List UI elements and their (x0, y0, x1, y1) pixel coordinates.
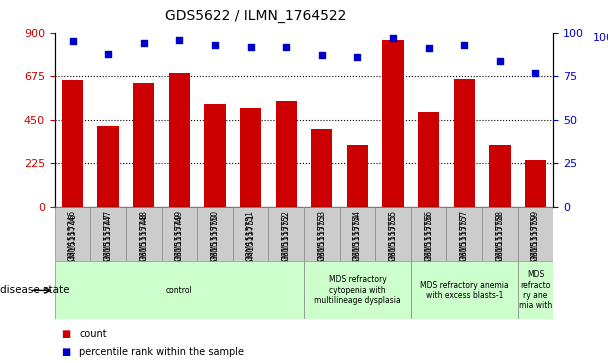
Bar (55, 207, 91, 261)
Point (103, 51, 113, 57)
Text: GSM1515756: GSM1515756 (424, 209, 433, 261)
Text: control: control (166, 286, 193, 295)
Bar (162, 207, 197, 261)
Bar (517, 261, 553, 319)
Text: MDS refractory
cytopenia with
multilineage dysplasia: MDS refractory cytopenia with multilinea… (314, 276, 401, 305)
Point (139, 40, 148, 46)
Point (174, 37, 184, 42)
Bar (446, 207, 482, 261)
Bar (55, 261, 304, 319)
Text: GSM1515757: GSM1515757 (460, 213, 469, 269)
Text: MDS refractory anemia
with excess blasts-1: MDS refractory anemia with excess blasts… (420, 281, 509, 300)
Text: MDS
refracto
ry ane
mia with: MDS refracto ry ane mia with (519, 270, 552, 310)
Text: GSM1515748: GSM1515748 (139, 209, 148, 261)
Point (424, 45, 434, 51)
Bar (126, 207, 162, 261)
Bar (525, 160, 546, 207)
Bar (62, 80, 83, 207)
Bar (91, 207, 126, 261)
Text: percentile rank within the sample: percentile rank within the sample (79, 347, 244, 357)
Point (353, 54, 362, 60)
Text: GSM1515751: GSM1515751 (246, 209, 255, 261)
Text: GSM1515750: GSM1515750 (210, 213, 219, 269)
Text: GSM1515746: GSM1515746 (68, 213, 77, 269)
Text: GSM1515757: GSM1515757 (460, 209, 469, 261)
Bar (340, 207, 375, 261)
Bar (304, 207, 340, 261)
Bar (204, 104, 226, 207)
Bar (517, 207, 553, 261)
Text: GSM1515751: GSM1515751 (246, 213, 255, 269)
Text: GSM1515759: GSM1515759 (531, 209, 540, 261)
Text: GSM1515755: GSM1515755 (389, 213, 398, 269)
Text: GDS5622 / ILMN_1764522: GDS5622 / ILMN_1764522 (165, 9, 346, 23)
Bar (97, 126, 119, 207)
Text: GSM1515758: GSM1515758 (496, 209, 505, 261)
Bar (311, 130, 333, 207)
Text: GSM1515747: GSM1515747 (103, 209, 112, 261)
Text: 100%: 100% (593, 33, 608, 43)
Text: GSM1515750: GSM1515750 (210, 209, 219, 261)
Text: GSM1515756: GSM1515756 (424, 213, 433, 269)
Text: GSM1515759: GSM1515759 (531, 213, 540, 269)
Text: GSM1515755: GSM1515755 (389, 209, 398, 261)
Bar (268, 207, 304, 261)
Point (246, 44, 255, 49)
Bar (482, 207, 517, 261)
Text: GSM1515758: GSM1515758 (496, 213, 505, 269)
Text: GSM1515753: GSM1515753 (317, 213, 326, 269)
Bar (347, 145, 368, 207)
Text: disease state: disease state (0, 285, 69, 295)
Text: GSM1515746: GSM1515746 (68, 209, 77, 261)
Bar (375, 207, 411, 261)
Text: GSM1515754: GSM1515754 (353, 209, 362, 261)
Point (317, 52, 326, 58)
Bar (411, 261, 517, 319)
Text: ■: ■ (61, 347, 70, 357)
Text: GSM1515749: GSM1515749 (175, 209, 184, 261)
Bar (382, 40, 404, 207)
Bar (240, 108, 261, 207)
Bar (411, 207, 446, 261)
Text: GSM1515747: GSM1515747 (103, 213, 112, 269)
Text: GSM1515752: GSM1515752 (282, 209, 291, 261)
Text: GSM1515748: GSM1515748 (139, 213, 148, 269)
Point (495, 58, 505, 64)
Bar (489, 145, 511, 207)
Point (531, 70, 541, 76)
Text: GSM1515749: GSM1515749 (175, 213, 184, 269)
Bar (454, 79, 475, 207)
Bar (133, 83, 154, 207)
Bar (418, 112, 440, 207)
Text: count: count (79, 329, 106, 339)
Point (282, 44, 291, 49)
Point (210, 42, 220, 48)
Bar (233, 207, 268, 261)
Bar (275, 101, 297, 207)
Text: GSM1515752: GSM1515752 (282, 213, 291, 269)
Bar (304, 261, 411, 319)
Point (67, 38, 77, 44)
Point (460, 42, 469, 48)
Text: GSM1515753: GSM1515753 (317, 209, 326, 261)
Text: ■: ■ (61, 329, 70, 339)
Bar (197, 207, 233, 261)
Point (388, 35, 398, 41)
Text: GSM1515754: GSM1515754 (353, 213, 362, 269)
Bar (168, 73, 190, 207)
